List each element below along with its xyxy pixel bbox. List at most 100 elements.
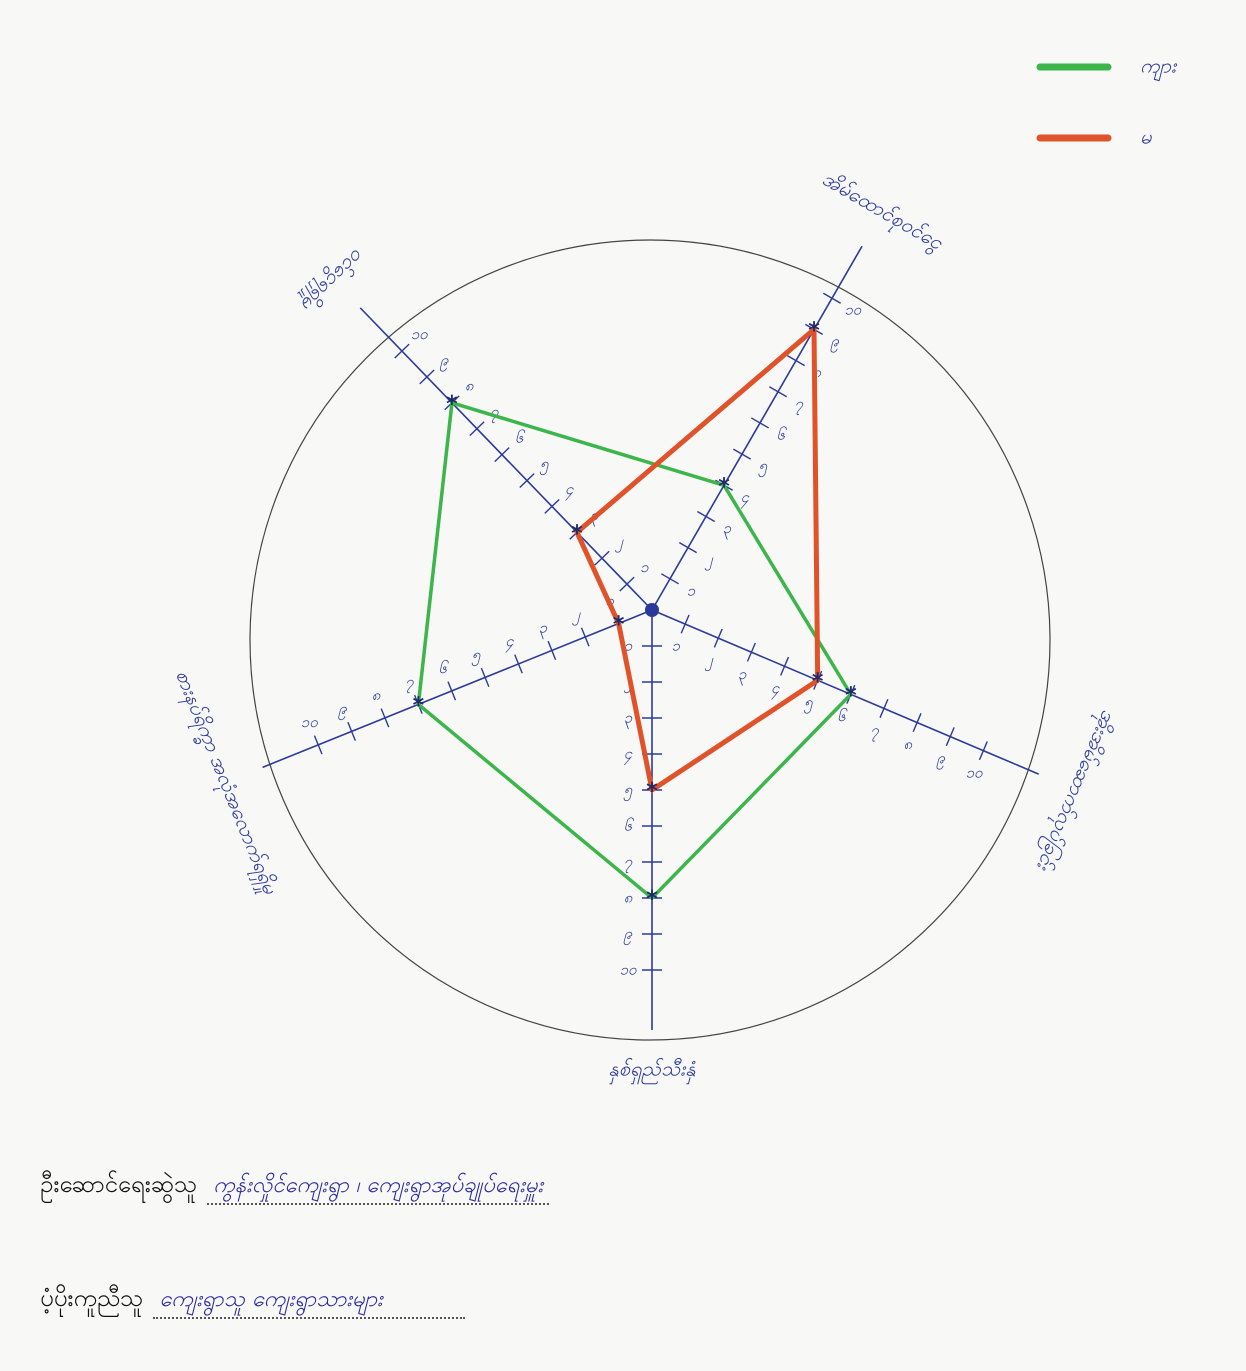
tick-label: ၇ — [795, 394, 804, 415]
data-point: * — [571, 521, 583, 546]
legend-label: ကျား — [1140, 54, 1178, 82]
tick-mark — [548, 641, 555, 660]
tick-label: ၇ — [405, 673, 414, 694]
tick-mark — [581, 628, 588, 647]
axis-line — [360, 308, 652, 610]
data-point: * — [446, 392, 458, 417]
tick-mark — [823, 293, 840, 303]
data-point: * — [413, 693, 425, 718]
tick-label: ၈ — [903, 735, 912, 753]
legend-label: မ — [1140, 125, 1152, 149]
footer-row: ပံ့ပိုးကူညီသူ ကျေးရွာသူ ကျေးရွာသားများ — [40, 1282, 465, 1319]
footer-value: ကွန်းလှိုင်ကျေးရွာ ၊ ကျေးရွာအုပ်ချုပ်ရေး… — [207, 1170, 549, 1205]
tick-label: ၅ — [539, 454, 549, 475]
tick-mark — [381, 709, 388, 728]
tick-label: ၂ — [704, 651, 714, 672]
tick-mark — [679, 543, 696, 553]
tick-label: ၂ — [615, 532, 625, 553]
footer-row: ဦးဆောင်ရေးဆွဲသူ ကွန်းလှိုင်ကျေးရွာ ၊ ကျေ… — [40, 1168, 549, 1205]
tick-mark — [733, 449, 750, 459]
tick-label: ၉ — [439, 351, 449, 372]
footer-label: ဦးဆောင်ရေးဆွဲသူ — [40, 1168, 197, 1204]
data-point: * — [646, 779, 658, 804]
tick-label: ၇ — [624, 853, 633, 874]
chart: ၁၂၃၄၅၆၇၈၉၁၀အိမ်ထောင်စုဝင်ငွေ၁၂၃၄၅၆၇၈၉၁၀အ… — [0, 0, 1246, 1140]
tick-label: ၆ — [624, 817, 635, 835]
tick-mark — [979, 741, 987, 759]
tick-mark — [787, 356, 804, 366]
tick-label: ၈ — [465, 377, 474, 395]
footer-label: ပံ့ပိုးကူညီသူ — [40, 1282, 143, 1318]
tick-label: ၃ — [723, 519, 732, 540]
tick-label: ၁၀ — [844, 301, 861, 319]
tick-label: ၉ — [830, 332, 840, 353]
tick-mark — [913, 713, 921, 731]
axis-line — [652, 246, 862, 610]
data-point: * — [812, 669, 824, 694]
tick-label: ၁၀ — [301, 713, 318, 731]
tick-label: ၆ — [515, 428, 526, 446]
tick-label: ၁၀ — [966, 763, 983, 781]
tick-label: ၉ — [623, 925, 633, 946]
data-point: * — [845, 683, 857, 708]
tick-mark — [946, 727, 954, 745]
tick-label: ၆ — [777, 425, 788, 443]
axis-label: အိမ်ထောင်စုဝင်ငွေ — [816, 166, 948, 258]
tick-label: ၆ — [439, 659, 450, 677]
data-point: * — [646, 887, 658, 912]
tick-label: ၁၀ — [411, 325, 428, 343]
tick-mark — [314, 736, 321, 755]
tick-label: ၅ — [471, 646, 481, 667]
page: ၁၂၃၄၅၆၇၈၉၁၀အိမ်ထောင်စုဝင်ငွေ၁၂၃၄၅၆၇၈၉၁၀အ… — [0, 0, 1246, 1371]
series-polygon — [418, 403, 850, 898]
tick-label: ၃ — [539, 619, 548, 640]
tick-mark — [769, 387, 786, 397]
tick-label: ၅ — [623, 781, 633, 802]
tick-label: ၁ — [687, 581, 696, 599]
tick-mark — [748, 643, 756, 661]
tick-label: ၃ — [738, 665, 747, 686]
tick-label: ၅ — [803, 693, 813, 714]
tick-label: ၁ — [672, 637, 681, 655]
data-point: * — [808, 318, 820, 343]
tick-mark — [714, 629, 722, 647]
tick-label: ၇ — [870, 721, 879, 742]
data-point: * — [718, 474, 730, 499]
series-polygon — [577, 329, 818, 790]
axis-label: စားနပ်ရိက္ခာ အလုံအလောက်ရရှိမှု — [167, 666, 283, 899]
tick-mark — [448, 682, 455, 701]
tick-mark — [515, 655, 522, 674]
tick-label: ၅ — [758, 457, 768, 478]
axis-label: အိုးအိမ်ဆောက်လုပ်ခြင်း — [1028, 705, 1121, 875]
tick-label: ၆ — [837, 707, 848, 725]
tick-mark — [481, 668, 488, 687]
tick-label: ၃ — [624, 709, 633, 730]
tick-label: ၁၀ — [620, 961, 637, 979]
axis-label: နှစ်ရှည်သီးနှံ — [608, 1057, 696, 1085]
tick-label: ၄ — [505, 632, 514, 653]
tick-label: ၄ — [741, 488, 750, 509]
tick-label: ၉ — [337, 700, 347, 721]
tick-label: ၄ — [565, 480, 574, 501]
tick-mark — [681, 615, 689, 633]
footer-value: ကျေးရွာသူ ကျေးရွာသားများ — [153, 1284, 465, 1319]
center-dot — [645, 603, 659, 617]
tick-label: ၈ — [624, 889, 633, 907]
tick-mark — [348, 722, 355, 741]
outer-circle — [250, 240, 1050, 1040]
tick-label: ၈ — [372, 686, 381, 704]
data-point: * — [613, 612, 625, 637]
axis-line — [263, 610, 652, 767]
tick-label: ၄ — [771, 679, 780, 700]
tick-label: ၂ — [704, 550, 714, 571]
axis-label: ဝင်ငွေရရှိမှု — [294, 241, 370, 316]
tick-label: ၉ — [936, 749, 946, 770]
tick-mark — [661, 574, 678, 584]
tick-mark — [751, 418, 768, 428]
tick-label: ၁ — [640, 558, 649, 576]
tick-label: ၄ — [624, 745, 633, 766]
tick-label: ၂ — [572, 605, 582, 626]
tick-mark — [697, 511, 714, 521]
tick-mark — [781, 657, 789, 675]
tick-mark — [880, 699, 888, 717]
